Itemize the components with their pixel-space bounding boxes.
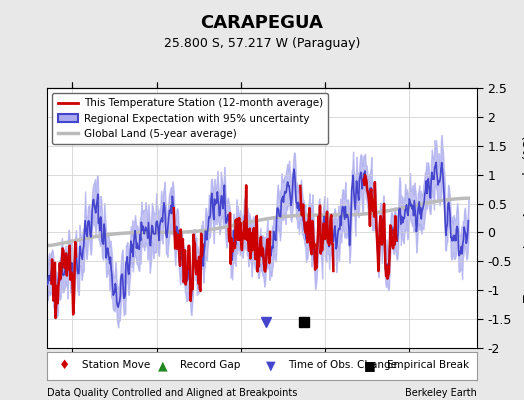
Text: ■: ■ — [364, 359, 375, 372]
Text: ▼: ▼ — [266, 359, 276, 372]
Text: Berkeley Earth: Berkeley Earth — [405, 388, 477, 398]
Text: CARAPEGUA: CARAPEGUA — [201, 14, 323, 32]
Text: Empirical Break: Empirical Break — [387, 360, 469, 370]
Y-axis label: Temperature Anomaly (°C): Temperature Anomaly (°C) — [523, 134, 524, 302]
Text: ♦: ♦ — [59, 359, 70, 372]
Text: Station Move: Station Move — [82, 360, 150, 370]
Legend: This Temperature Station (12-month average), Regional Expectation with 95% uncer: This Temperature Station (12-month avera… — [52, 93, 328, 144]
Text: 25.800 S, 57.217 W (Paraguay): 25.800 S, 57.217 W (Paraguay) — [164, 37, 360, 50]
Text: Data Quality Controlled and Aligned at Breakpoints: Data Quality Controlled and Aligned at B… — [47, 388, 298, 398]
Text: Record Gap: Record Gap — [180, 360, 241, 370]
Text: ▲: ▲ — [158, 359, 168, 372]
Text: Time of Obs. Change: Time of Obs. Change — [288, 360, 397, 370]
